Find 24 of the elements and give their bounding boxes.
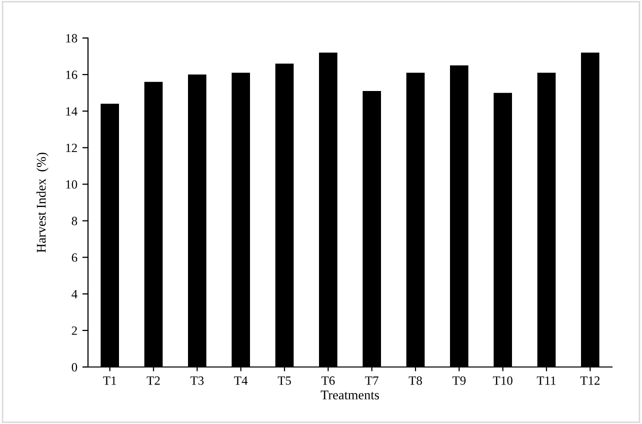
y-tick-label: 4 [72, 290, 78, 298]
x-tick-label: T11 [536, 376, 556, 385]
x-tick-label: T1 [103, 376, 116, 385]
y-tick-label: 10 [66, 180, 78, 189]
x-tick-label: T2 [146, 376, 160, 385]
x-axis-title: Treatments [320, 390, 379, 400]
y-tick-label: 16 [66, 70, 78, 80]
x-tick-label: T9 [452, 376, 466, 385]
x-tick-label: T4 [234, 376, 248, 385]
x-tick-label: T12 [580, 376, 600, 385]
y-tick-label: 2 [72, 326, 77, 335]
y-tick-label: 8 [72, 216, 78, 226]
x-tick-label: T7 [365, 376, 378, 385]
y-tick-label: 18 [66, 34, 78, 42]
x-tick-label: T10 [492, 376, 512, 385]
x-tick-label: T5 [278, 376, 291, 385]
y-axis-title: Harvest Index (%) [36, 152, 48, 252]
x-tick-label: T3 [190, 376, 204, 385]
y-tick-label: 12 [66, 144, 77, 152]
y-tick-label: 14 [66, 107, 78, 116]
y-tick-label: 0 [72, 363, 78, 372]
y-tick-label: 6 [72, 253, 78, 262]
x-tick-label: T6 [321, 376, 335, 385]
x-tick-label: T8 [408, 376, 422, 385]
